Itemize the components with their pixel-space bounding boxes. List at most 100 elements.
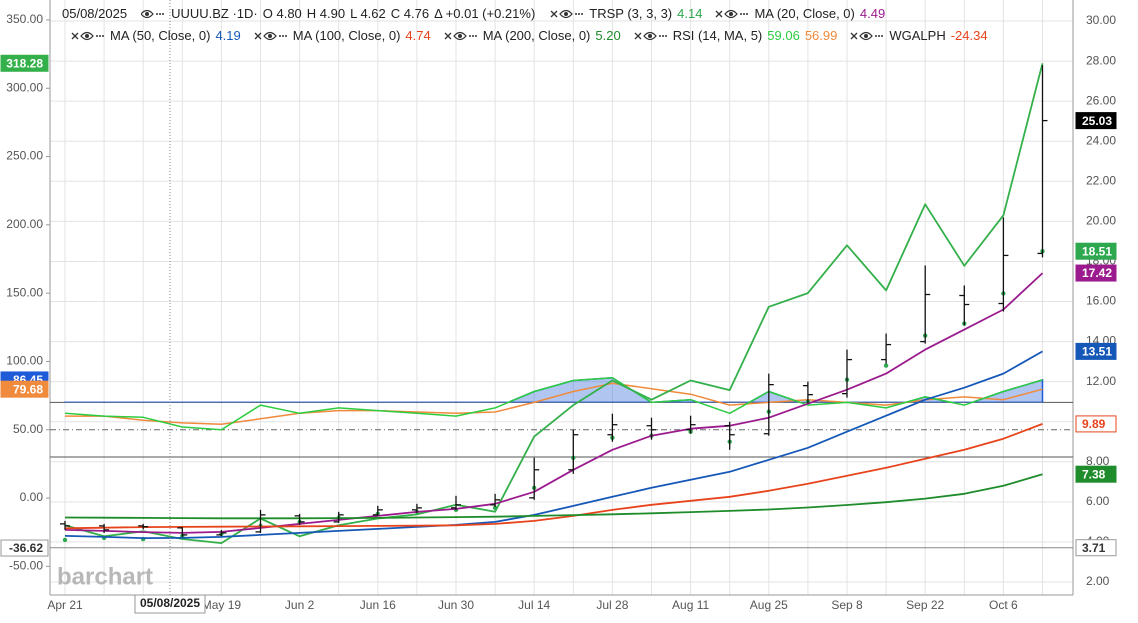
value-tag: 25.03 (1082, 114, 1112, 128)
remove-icon (850, 32, 858, 39)
menu-dot (278, 34, 281, 37)
value-tag-bg (1075, 465, 1117, 483)
menu-dot (661, 34, 664, 37)
menu-dot (575, 12, 578, 15)
menu-dot (875, 34, 878, 37)
x-tick-label: Jul 28 (596, 598, 628, 612)
legend-controls[interactable] (443, 30, 479, 42)
remove-icon (634, 32, 642, 39)
legend-controls[interactable] (70, 30, 106, 42)
menu-dot (96, 34, 98, 37)
x-tick-label: Jun 16 (360, 598, 396, 612)
x-tick-label: Sep 22 (906, 598, 944, 612)
eye-icon (80, 31, 94, 40)
eye-pupil (85, 33, 89, 38)
eye-icon (262, 31, 277, 40)
value-tag-bg (1075, 112, 1117, 130)
value-tag: 13.51 (1082, 345, 1112, 359)
legend-value: 4.49 (859, 6, 886, 21)
wgalph-line (64, 63, 1044, 544)
legend-value: 4.19 (215, 28, 241, 43)
menu-dot (746, 12, 749, 15)
menu-dot (474, 34, 477, 37)
value-tag: 9.89 (1082, 417, 1106, 431)
menu-dot (878, 34, 881, 37)
trsp-dot (883, 363, 889, 368)
menu-dot (468, 34, 471, 37)
legend-value: 5.20 (595, 28, 621, 43)
value-tag-bg (1075, 242, 1117, 260)
value-tag-bg (1075, 539, 1117, 557)
legend-row: 05/08/2025 UUUU.BZ ·1D· O 4.80 H 4.90 L 4.62… (62, 6, 897, 21)
eye-pupil (457, 33, 462, 38)
legend-controls[interactable] (633, 30, 669, 42)
eye-pupil (647, 33, 652, 38)
menu-dot (743, 12, 746, 15)
y2-tick-label: 300.00 (6, 80, 43, 94)
menu-dot (881, 34, 884, 37)
legend-readout: L 4.62 (350, 6, 386, 21)
y2-tick-label: 200.00 (6, 217, 43, 231)
value-tag-bg (1075, 415, 1117, 433)
y-tick-label: 2.00 (1086, 574, 1110, 588)
x-tick-label: May 19 (202, 598, 242, 612)
eye-icon (452, 31, 467, 40)
legend-name: MA (200, Close, 0) (482, 28, 591, 43)
remove-icon (71, 32, 79, 39)
date-tag-bg (134, 594, 206, 614)
eye-pupil (145, 11, 150, 16)
eye-pupil (267, 33, 272, 38)
legend-date: 05/08/2025 (62, 6, 128, 21)
y2-tick-label: 100.00 (6, 354, 43, 368)
trsp-dot (492, 505, 498, 511)
legend-readout: Δ +0.01 (+0.21%) (434, 6, 536, 21)
eye-pupil (864, 33, 869, 38)
legend-controls[interactable] (141, 8, 167, 20)
eye-icon (859, 31, 874, 40)
ma-line (64, 473, 1043, 520)
y2-tick-label: 250.00 (6, 149, 43, 163)
menu-dot (159, 12, 162, 15)
eye-pupil (729, 11, 734, 16)
y-tick-label: 16.00 (1086, 294, 1116, 308)
legend-controls[interactable] (714, 8, 750, 20)
legend-name: RSI (14, MA, 5) (672, 28, 763, 43)
value-tag: -36.62 (9, 541, 43, 555)
value-tag-bg (0, 54, 49, 72)
value-tag-bg (0, 539, 49, 557)
rsi-line (64, 377, 1043, 431)
value-tag: 18.51 (1082, 244, 1112, 258)
x-tick-label: Jun 30 (438, 598, 474, 612)
value-tag-bg (0, 380, 49, 398)
legend-row: MA (50, Close, 0) 4.19 MA (100, Close, 0) 4… (70, 28, 993, 43)
value-tag-bg (1075, 264, 1117, 282)
menu-dot (578, 12, 581, 15)
value-tag-bg (1075, 342, 1117, 360)
y-tick-label: 8.00 (1086, 454, 1110, 468)
x-tick-label: Aug 11 (672, 598, 709, 612)
legend-value: 4.14 (677, 6, 703, 21)
menu-dot (581, 12, 584, 15)
legend-controls[interactable] (849, 30, 885, 42)
x-tick-label: Jul 14 (518, 598, 550, 612)
eye-icon (141, 9, 154, 18)
legend-readout: O 4.80 (262, 6, 302, 21)
eye-pupil (564, 11, 569, 16)
legend-name: MA (20, Close, 0) (754, 6, 855, 21)
y2-tick-label: 0.00 (20, 490, 44, 504)
legend-readout: C 4.76 (390, 6, 430, 21)
legend-value: 56.99 (804, 28, 838, 43)
remove-icon (444, 32, 452, 39)
menu-dot (740, 12, 743, 15)
remove-icon (550, 10, 558, 17)
legend-value: -24.34 (950, 28, 988, 43)
legend-symbol: UUUU.BZ ·1D· (171, 6, 258, 21)
legend-name: TRSP (3, 3, 3) (589, 6, 673, 21)
ma-line (64, 350, 1043, 539)
eye-icon (559, 9, 574, 18)
y2-tick-label: 150.00 (6, 285, 43, 299)
legend-controls[interactable] (253, 30, 289, 42)
y2-tick-label: -50.00 (9, 558, 43, 572)
legend-controls[interactable] (549, 8, 585, 20)
